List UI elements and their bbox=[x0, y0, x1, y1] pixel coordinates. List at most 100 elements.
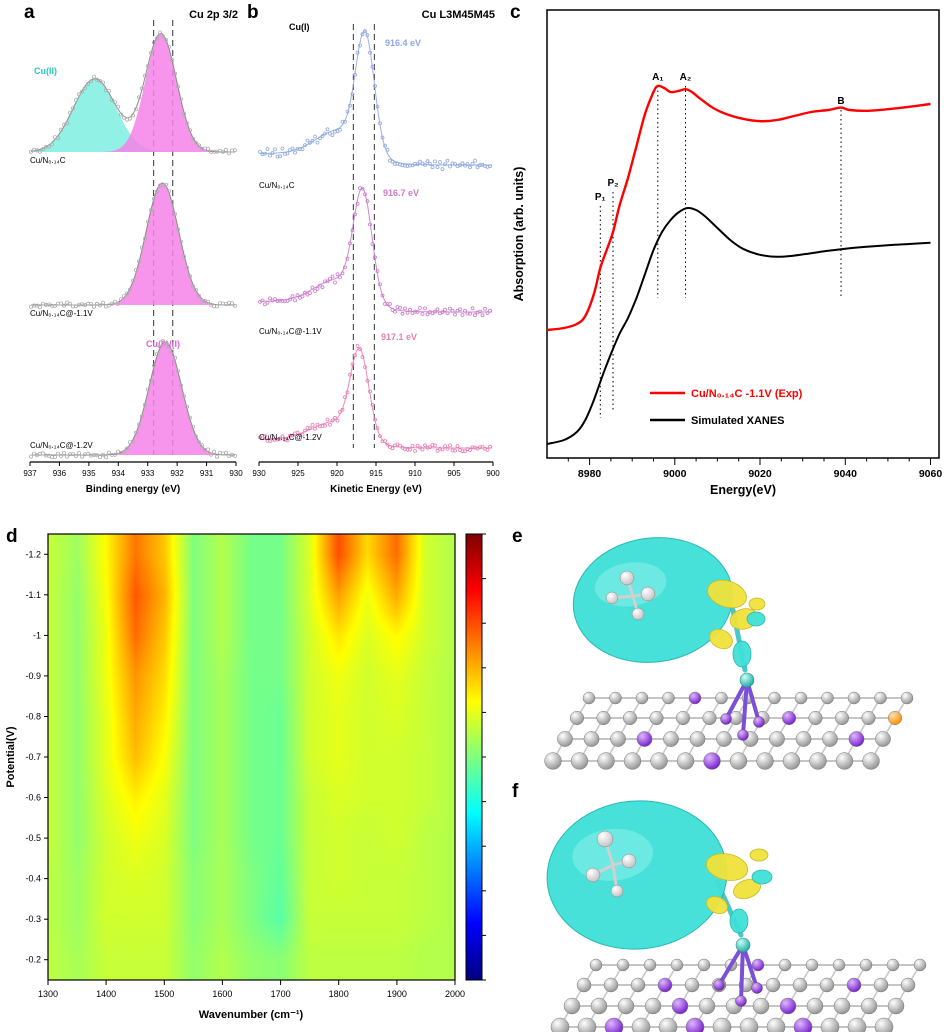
panel-e-charge-density bbox=[505, 522, 947, 777]
carbon-atom bbox=[809, 752, 827, 770]
nitrogen-atom bbox=[671, 997, 689, 1015]
panel-f-charge-density bbox=[505, 777, 947, 1032]
charge-accumulation-isosurface bbox=[709, 628, 733, 650]
carbon-atom bbox=[874, 691, 887, 705]
lattice-atoms bbox=[550, 958, 927, 1032]
y-tick-label: -0.6 bbox=[25, 793, 41, 803]
xps-scatter-points bbox=[28, 30, 237, 156]
charge-accumulation-isosurface bbox=[748, 597, 766, 611]
carbon-atom bbox=[631, 1017, 651, 1032]
y-tick-label: -1.1 bbox=[25, 590, 41, 600]
carbon-atom bbox=[862, 752, 880, 770]
dopant-atom bbox=[887, 710, 903, 726]
nitrogen-atom bbox=[720, 713, 732, 725]
x-tick-label: 925 bbox=[291, 469, 305, 478]
y-tick-label: -1 bbox=[33, 630, 41, 640]
panel-b-title: Cu L3M45M45 bbox=[422, 9, 495, 21]
nitrogen-atom bbox=[735, 995, 747, 1007]
x-tick-label: 8980 bbox=[578, 468, 602, 480]
x-axis-title: Energy(eV) bbox=[710, 483, 776, 497]
carbon-atom bbox=[782, 752, 801, 770]
carbon-atom bbox=[833, 997, 851, 1015]
hydrogen-atom bbox=[610, 884, 624, 898]
carbon-atom bbox=[835, 752, 854, 770]
nitrogen-atom bbox=[793, 1017, 813, 1032]
carbon-atom bbox=[712, 1017, 732, 1032]
charge-depletion-isosurface bbox=[546, 800, 728, 950]
charge-depletion-isosurface bbox=[732, 640, 752, 668]
sample-label: Cu/N₀.₁₄C@-1.1V bbox=[259, 327, 322, 336]
nitrogen-atom bbox=[753, 716, 765, 728]
charge-accumulation-isosurface bbox=[749, 848, 769, 862]
panel-c-xanes: 8980 9000 9020 9040 9060 Energy(eV) Absorption… bbox=[505, 0, 947, 520]
panel-label-b: b bbox=[247, 2, 259, 23]
carbon-atom bbox=[649, 710, 664, 726]
carbon-atom bbox=[792, 977, 808, 993]
carbon-atom bbox=[859, 958, 873, 972]
x-tick-label: 934 bbox=[112, 469, 126, 478]
carbon-atom bbox=[794, 691, 808, 705]
xanes-plot: 8980 9000 9020 9040 9060 Energy(eV) Absorption… bbox=[512, 9, 942, 497]
xanes-curve bbox=[546, 206, 931, 445]
x-axis-title: Wavenumber (cm⁻¹) bbox=[199, 1009, 304, 1021]
carbon-atom bbox=[861, 710, 876, 726]
carbon-atom bbox=[623, 752, 642, 770]
carbon-atom bbox=[663, 731, 679, 747]
carbon-atom bbox=[609, 691, 622, 705]
x-axis-title: Kinetic Energy (eV) bbox=[330, 484, 422, 495]
nitrogen-atom bbox=[779, 997, 797, 1015]
carbon-atom bbox=[675, 710, 691, 726]
carbon-atom bbox=[644, 997, 662, 1015]
carbon-atom bbox=[886, 958, 900, 972]
y-tick-label: -0.5 bbox=[25, 833, 41, 843]
charge-depletion-isosurface bbox=[751, 869, 773, 885]
xps-scatter-points bbox=[28, 338, 237, 460]
carbon-atom bbox=[769, 731, 785, 747]
x-tick-label: 910 bbox=[408, 469, 422, 478]
sample-label: Cu/N₀.₁₄C@-1.1V bbox=[30, 309, 93, 318]
nitrogen-atom bbox=[737, 729, 749, 741]
panel-label-e: e bbox=[512, 526, 523, 547]
lattice-atoms bbox=[544, 691, 914, 770]
x-tick-label: 1300 bbox=[38, 989, 58, 999]
x-tick-label: 931 bbox=[200, 469, 214, 478]
carbon-atom bbox=[583, 731, 600, 747]
nitrogen-atom bbox=[848, 731, 865, 747]
y-tick-label: -1.2 bbox=[25, 549, 41, 559]
carbon-atom bbox=[582, 691, 596, 705]
sample-label: Cu/N₀.₁₄C bbox=[30, 156, 66, 165]
y-axis-title: Potential(V) bbox=[5, 726, 17, 787]
xps-peak-fill bbox=[31, 183, 235, 305]
legend-label: Simulated XANES bbox=[691, 415, 785, 427]
carbon-atom bbox=[684, 977, 700, 993]
x-tick-label: 930 bbox=[252, 469, 266, 478]
carbon-atom bbox=[676, 752, 695, 770]
xps-peak-fill bbox=[31, 342, 235, 455]
xanes-curve bbox=[546, 84, 931, 332]
x-tick-label: 1900 bbox=[387, 989, 407, 999]
carbon-atom bbox=[590, 997, 608, 1015]
legend-label: Cu/N₀.₁₄C -1.1V (Exp) bbox=[691, 388, 803, 400]
y-tick-label: -0.7 bbox=[25, 752, 41, 762]
carbon-atom bbox=[576, 977, 592, 993]
carbon-atom bbox=[756, 752, 774, 770]
xps-peak-fill bbox=[31, 34, 235, 152]
carbon-atom bbox=[847, 691, 861, 705]
panel-label-a: a bbox=[24, 2, 35, 23]
carbon-atom bbox=[630, 977, 646, 993]
panel-d-heatmap: 1300 1400 1500 1600 1700 1800 1900 2000 -1.2 -1.1… bbox=[0, 522, 505, 1032]
panel-b-auger: Cu L3M45M45 Cu(I) 930 925 920 915 910 905 900 Kin… bbox=[243, 0, 505, 520]
carbon-atom bbox=[795, 731, 812, 747]
y-tick-label: -0.9 bbox=[25, 671, 41, 681]
peak-energy-label: 917.1 eV bbox=[381, 332, 417, 342]
carbon-atom bbox=[697, 958, 711, 972]
xps-scatter-points bbox=[28, 182, 237, 310]
carbon-atom bbox=[860, 997, 878, 1015]
xps-fit-line bbox=[31, 182, 235, 306]
colorbar bbox=[466, 534, 482, 980]
cu-n-bond bbox=[741, 679, 749, 736]
auger-scatter-points bbox=[258, 186, 492, 318]
x-tick-label: 933 bbox=[141, 469, 155, 478]
carbon-atom bbox=[617, 997, 635, 1015]
carbon-atom bbox=[820, 1017, 840, 1032]
